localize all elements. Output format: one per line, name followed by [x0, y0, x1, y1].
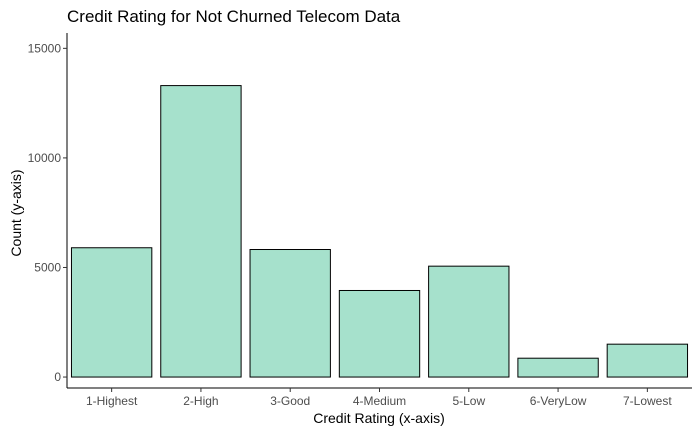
y-tick-label: 10000 [28, 151, 62, 165]
bar-1-Highest [70, 247, 153, 378]
x-tick-label: 2-High [183, 394, 218, 408]
x-tick-label: 1-Highest [86, 394, 138, 408]
bar-4-Medium [338, 289, 421, 378]
chart-title: Credit Rating for Not Churned Telecom Da… [67, 7, 401, 26]
x-tick-label: 3-Good [270, 394, 310, 408]
x-axis: 1-Highest 2-High 3-Good 4-Medium 5-Low 6-Very… [67, 387, 692, 408]
y-tick-label: 0 [54, 370, 61, 384]
y-tick-label: 5000 [34, 260, 61, 274]
x-tick-label: 7-Lowest [623, 394, 672, 408]
x-axis-title: Credit Rating (x-axis) [313, 410, 444, 426]
x-tick-label: 5-Low [452, 394, 485, 408]
x-tick-label: 6-VeryLow [530, 394, 587, 408]
y-axis-title: Count (y-axis) [8, 169, 24, 256]
bars-group [70, 85, 689, 378]
bar-3-Good [249, 249, 331, 378]
bar-7-Lowest [606, 343, 689, 378]
bar-6-VeryLow [517, 357, 599, 378]
y-axis: 0 5000 10000 15000 [28, 33, 68, 388]
y-tick-label: 15000 [28, 41, 62, 55]
bar-2-High [160, 85, 242, 378]
bar-5-Low [428, 265, 510, 378]
x-tick-label: 4-Medium [353, 394, 406, 408]
